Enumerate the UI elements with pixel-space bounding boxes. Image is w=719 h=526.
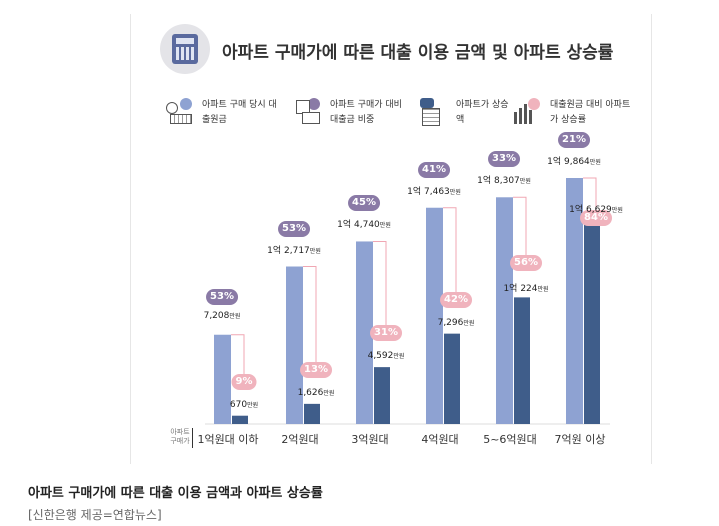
value-label-rise: 1억 224만원	[503, 284, 549, 295]
value-label-loan: 1억 4,740만원	[337, 220, 391, 231]
rise-connector-line	[583, 177, 597, 218]
rise-connector-line	[231, 334, 245, 382]
value-label-rise: 1,626만원	[297, 387, 335, 398]
value-label-rise: 670만원	[229, 399, 259, 410]
value-label-loan: 1억 7,463만원	[407, 186, 461, 197]
value-label-loan: 1억 8,307만원	[477, 176, 531, 187]
axis-title: 아파트 구매가	[170, 428, 190, 445]
bar-rise	[304, 403, 320, 424]
pct-badge-rise-rate: 84%	[580, 210, 612, 226]
caption: 아파트 구매가에 따른 대출 이용 금액과 아파트 상승률	[28, 486, 323, 501]
axis-category-label: 4억원대	[421, 433, 459, 446]
bar-loan	[286, 266, 303, 424]
axis-category-label: 3억원대	[351, 433, 389, 446]
pct-badge-loan-ratio: 41%	[418, 161, 450, 178]
bar-loan	[496, 197, 513, 424]
rise-connector-line	[443, 207, 457, 300]
axis-category-label: 1억원대 이하	[197, 433, 259, 446]
chart-title: 아파트 구매가에 따른 대출 이용 금액 및 아파트 상승률	[222, 43, 614, 63]
legend-label-loan-ratio: 아파트 구매가 대비 대출금 비중	[330, 100, 402, 125]
pct-badge-rise-rate: 56%	[510, 255, 542, 272]
bar-chart-icon	[514, 98, 544, 126]
pct-badge-rise-rate: 31%	[370, 325, 402, 342]
pct-badge-rise-rate: 42%	[440, 291, 472, 308]
value-label-loan: 7,208만원	[203, 310, 241, 321]
rise-connector-line	[513, 196, 527, 264]
bar-rise	[232, 415, 248, 424]
pct-badge-rise-rate: 9%	[231, 373, 257, 390]
building-icon	[420, 98, 450, 126]
bar-loan	[214, 334, 231, 424]
value-label-rise: 4,592만원	[367, 351, 405, 362]
bar-rise	[444, 333, 460, 424]
legend-label-loan: 아파트 구매 당시 대출원금	[202, 100, 277, 125]
pct-badge-loan-ratio: 33%	[488, 151, 520, 168]
value-label-rise: 1억 6,629만원	[569, 205, 623, 216]
pct-badge-rise-rate: 13%	[300, 361, 332, 378]
bar-loan	[426, 207, 443, 424]
value-label-loan: 1억 2,717만원	[267, 245, 321, 256]
value-label-rise: 7,296만원	[437, 317, 475, 328]
money-icon	[166, 98, 196, 126]
calculator-icon	[160, 24, 210, 74]
axis-category-label: 7억원 이상	[554, 433, 606, 446]
value-label-loan: 1억 9,864만원	[547, 157, 601, 167]
axis-category-label: 2억원대	[281, 433, 319, 446]
legend-label-rise: 아파트가 상승액	[456, 100, 509, 125]
rise-connector-line	[303, 266, 317, 370]
bar-rise	[374, 367, 390, 424]
axis-category-label: 5~6억원대	[483, 433, 537, 446]
document-icon	[294, 98, 324, 126]
pct-badge-loan-ratio: 53%	[278, 220, 310, 237]
rise-connector-line	[373, 240, 387, 334]
axis-separator	[192, 428, 193, 448]
pct-badge-loan-ratio: 21%	[558, 132, 590, 148]
pct-badge-loan-ratio: 45%	[348, 195, 380, 212]
credit: [신한은행 제공=연합뉴스]	[28, 508, 162, 522]
bar-rise	[514, 297, 530, 424]
pct-badge-loan-ratio: 53%	[206, 288, 238, 305]
bar-rise	[584, 218, 600, 424]
bar-loan	[356, 241, 373, 424]
legend-label-rise-rate: 대출원금 대비 아파트가 상승률	[550, 100, 631, 125]
bar-loan	[566, 178, 583, 424]
